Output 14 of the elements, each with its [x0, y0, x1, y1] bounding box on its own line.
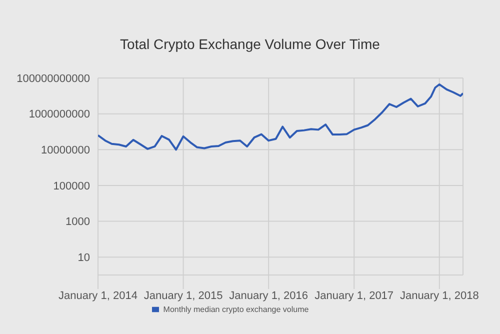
y-tick-label: 10000000 [41, 144, 90, 157]
y-tick-label: 100000000000 [16, 72, 90, 85]
line-series [98, 83, 463, 151]
y-tick-label: 1000 [66, 216, 90, 228]
x-tick-label: January 1, 2016 [229, 290, 308, 302]
x-tick-label: January 1, 2015 [144, 290, 223, 302]
x-tick-label: January 1, 2018 [400, 290, 479, 302]
legend-label: Monthly median crypto exchange volume [163, 305, 309, 314]
y-tick-label: 100000 [53, 180, 90, 192]
x-tick-label: January 1, 2014 [58, 290, 138, 302]
chart-title: Total Crypto Exchange Volume Over Time [119, 36, 381, 52]
y-tick-label: 1000000000 [28, 108, 90, 121]
y-tick-label: 10 [78, 252, 90, 264]
x-tick-label: January 1, 2017 [314, 290, 394, 302]
